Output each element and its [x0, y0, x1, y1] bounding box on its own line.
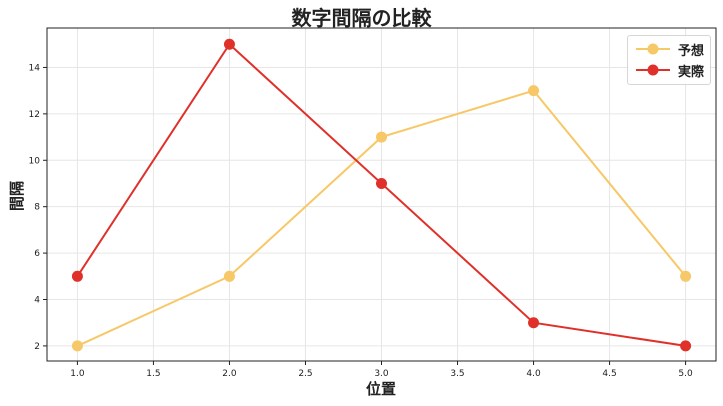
- grid-lines: [47, 28, 716, 361]
- series-0: [71, 85, 692, 352]
- y-tick-label: 14: [29, 63, 41, 73]
- data-point: [71, 270, 83, 282]
- data-point: [528, 317, 540, 329]
- legend: 予想 実際: [627, 35, 711, 85]
- x-tick-label: 4.0: [526, 369, 541, 379]
- x-axis-ticks: 1.0 1.5 2.0 2.5 3.0 3.5 4.0 4.5 5.0: [70, 361, 693, 379]
- x-tick-label: 1.5: [146, 369, 160, 379]
- data-point: [223, 270, 235, 282]
- y-tick-label: 2: [34, 342, 40, 352]
- y-tick-label: 4: [34, 296, 40, 306]
- data-point: [376, 177, 387, 189]
- x-tick-label: 2.0: [222, 369, 237, 379]
- x-axis-label: 位置: [366, 380, 396, 398]
- data-point: [71, 340, 83, 352]
- data-point: [528, 85, 540, 97]
- data-point: [680, 270, 692, 282]
- x-tick-label: 1.0: [70, 369, 85, 379]
- y-axis-label: 間隔: [8, 181, 26, 211]
- legend-item-forecast: 予想: [634, 39, 708, 59]
- legend-label-actual: 実際: [678, 65, 705, 80]
- x-tick-label: 3.5: [450, 369, 464, 379]
- legend-item-actual: 実際: [634, 60, 708, 80]
- y-tick-label: 10: [29, 156, 41, 166]
- x-tick-label: 4.5: [602, 369, 616, 379]
- data-series: [71, 38, 692, 352]
- x-tick-label: 5.0: [678, 369, 693, 379]
- y-tick-label: 6: [34, 249, 40, 259]
- chart-title: 数字間隔の比較: [291, 6, 432, 30]
- y-tick-label: 12: [29, 110, 40, 120]
- series-1: [71, 38, 692, 352]
- legend-label-forecast: 予想: [678, 44, 705, 59]
- x-tick-label: 2.5: [298, 369, 312, 379]
- data-point: [223, 38, 235, 50]
- data-point: [680, 340, 692, 352]
- legend-marker-forecast-icon: [636, 43, 670, 55]
- y-tick-label: 8: [34, 203, 40, 213]
- legend-marker-actual-icon: [636, 64, 670, 76]
- data-point: [376, 131, 387, 143]
- y-axis-ticks: 2 4 6 8 10 12 14: [29, 63, 47, 352]
- x-tick-label: 3.0: [374, 369, 389, 379]
